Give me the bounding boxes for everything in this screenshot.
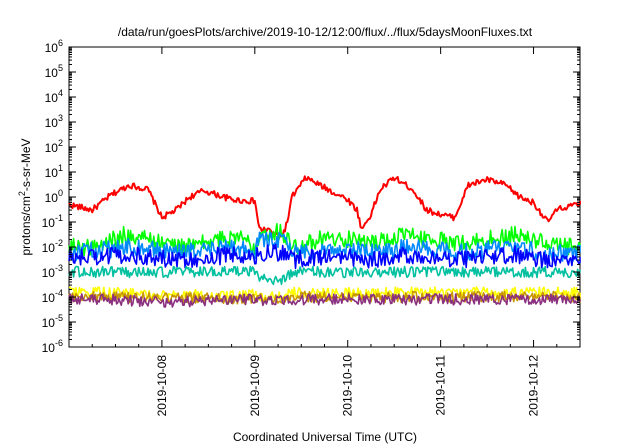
y-tick-label: 10-4 <box>42 288 63 305</box>
y-tick-label: 10-6 <box>42 338 63 355</box>
y-axis: 10-6 10-5 10-4 10-3 10-2 10-1 100 101 102 103 104 1… <box>42 38 580 355</box>
y-tick-label: 10-2 <box>42 238 63 255</box>
x-tick-label: 2019-10-09 <box>248 355 262 417</box>
plot-area <box>68 46 581 348</box>
y-tick-label: 106 <box>45 38 63 55</box>
x-tick-label: 2019-10-10 <box>341 355 355 417</box>
x-axis-title: Coordinated Universal Time (UTC) <box>233 430 417 444</box>
y-tick-label: 105 <box>45 63 63 80</box>
series-line-2 <box>68 223 581 257</box>
x-tick-label: 2019-10-11 <box>434 355 448 416</box>
y-tick-label: 101 <box>45 163 63 180</box>
series-line-8 <box>68 293 581 308</box>
series-line-7 <box>68 290 581 305</box>
chart-title: /data/run/goesPlots/archive/2019-10-12/1… <box>118 25 533 39</box>
y-tick-label: 10-1 <box>42 213 63 230</box>
y-axis-title: protons/cm2-s-sr-MeV <box>17 138 33 255</box>
series-line-1 <box>68 175 581 239</box>
y-axis-title-prefix: protons/cm <box>19 196 33 255</box>
y-axis-title-superscript: 2 <box>17 191 27 196</box>
y-tick-label: 104 <box>45 88 63 105</box>
y-axis-title-suffix: -s-sr-MeV <box>19 138 33 191</box>
y-tick-label: 10-3 <box>42 263 63 280</box>
y-tick-label: 10-5 <box>42 313 63 330</box>
x-tick-label: 2019-10-08 <box>155 355 169 417</box>
y-tick-label: 103 <box>45 113 63 130</box>
x-tick-label: 2019-10-12 <box>527 355 541 417</box>
series-layer <box>68 175 581 308</box>
series-line-5 <box>68 265 581 286</box>
x-axis: 2019-10-08 2019-10-09 2019-10-10 2019-10-11… <box>91 47 558 417</box>
y-tick-label: 100 <box>45 188 63 205</box>
y-tick-label: 102 <box>45 138 63 155</box>
series-line-4 <box>68 243 581 270</box>
